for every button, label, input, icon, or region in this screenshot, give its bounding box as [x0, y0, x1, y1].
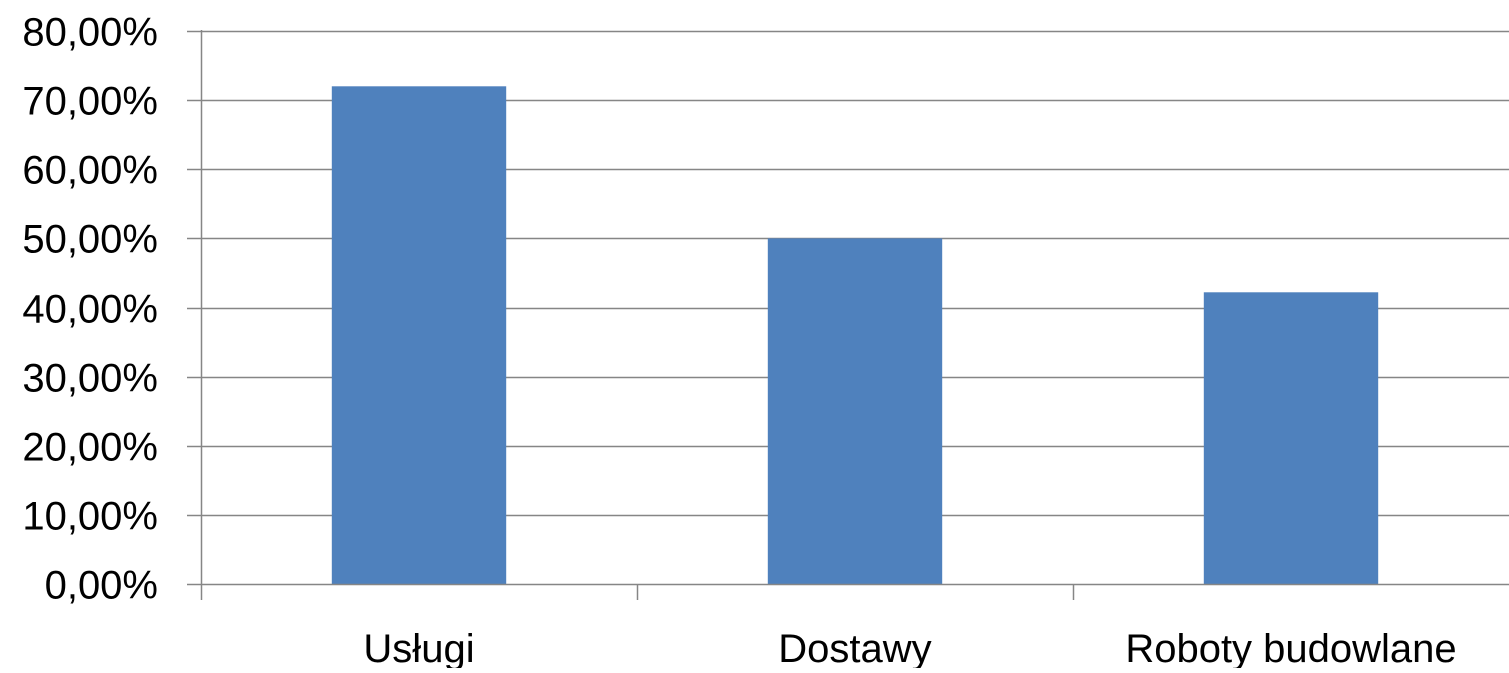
y-tick-labels: 0,00% 10,00% 20,00% 30,00% 40,00% 50,00% 60,00…: [22, 11, 158, 608]
axes: [187, 30, 1509, 600]
bars: [331, 86, 1379, 585]
y-tick-label: 30,00%: [22, 357, 158, 401]
x-tick-label: Roboty budowlane: [1125, 627, 1456, 668]
y-tick-label: 20,00%: [22, 426, 158, 470]
bar: [767, 238, 943, 584]
y-tick-label: 50,00%: [22, 218, 158, 262]
y-tick-label: 60,00%: [22, 149, 158, 193]
x-tick-label: Usługi: [363, 627, 474, 668]
y-tick-label: 70,00%: [22, 80, 158, 124]
bar: [331, 86, 507, 585]
y-tick-label: 40,00%: [22, 288, 158, 332]
y-tick-label: 0,00%: [45, 564, 158, 608]
x-tick-label: Dostawy: [778, 627, 931, 668]
bar: [1203, 292, 1379, 584]
y-tick-label: 10,00%: [22, 495, 158, 539]
x-tick-labels: Usługi Dostawy Roboty budowlane: [363, 627, 1456, 671]
y-tick-label: 80,00%: [22, 11, 158, 55]
